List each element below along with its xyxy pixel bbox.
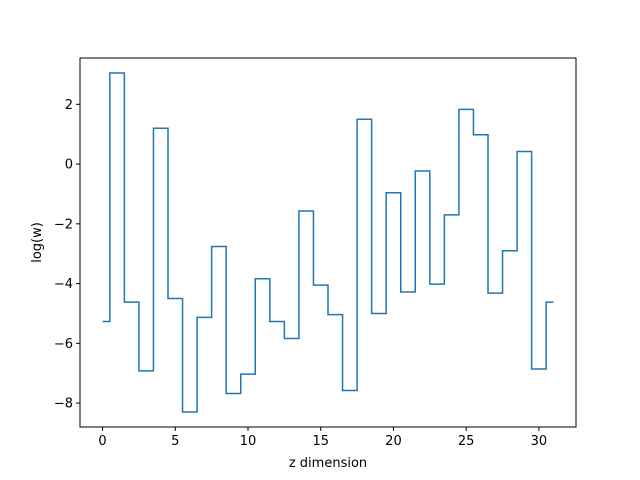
y-tick-label: −4 xyxy=(54,277,73,292)
x-tick-label: 5 xyxy=(171,434,179,449)
series-layer xyxy=(102,72,554,413)
x-tick-label: 10 xyxy=(240,434,257,449)
y-tick-label: 0 xyxy=(65,158,73,173)
series-line-0 xyxy=(102,72,554,413)
plot-area xyxy=(80,58,576,427)
y-tick-label: −6 xyxy=(54,337,73,352)
x-axis-label: z dimension xyxy=(289,456,367,471)
x-axis: 0 5 10 15 20 25 30 xyxy=(98,427,547,449)
y-tick-label: 2 xyxy=(65,98,73,113)
x-tick-label: 25 xyxy=(458,434,475,449)
y-tick-label: −2 xyxy=(54,217,73,232)
y-axis-label: log(w) xyxy=(30,222,45,263)
y-axis: −8 −6 −4 −2 0 2 xyxy=(54,98,80,412)
x-tick-label: 20 xyxy=(385,434,402,449)
x-tick-label: 0 xyxy=(98,434,106,449)
plot-frame xyxy=(79,57,577,428)
x-tick-label: 15 xyxy=(312,434,329,449)
x-tick-label: 30 xyxy=(531,434,548,449)
y-tick-label: −8 xyxy=(54,397,73,412)
